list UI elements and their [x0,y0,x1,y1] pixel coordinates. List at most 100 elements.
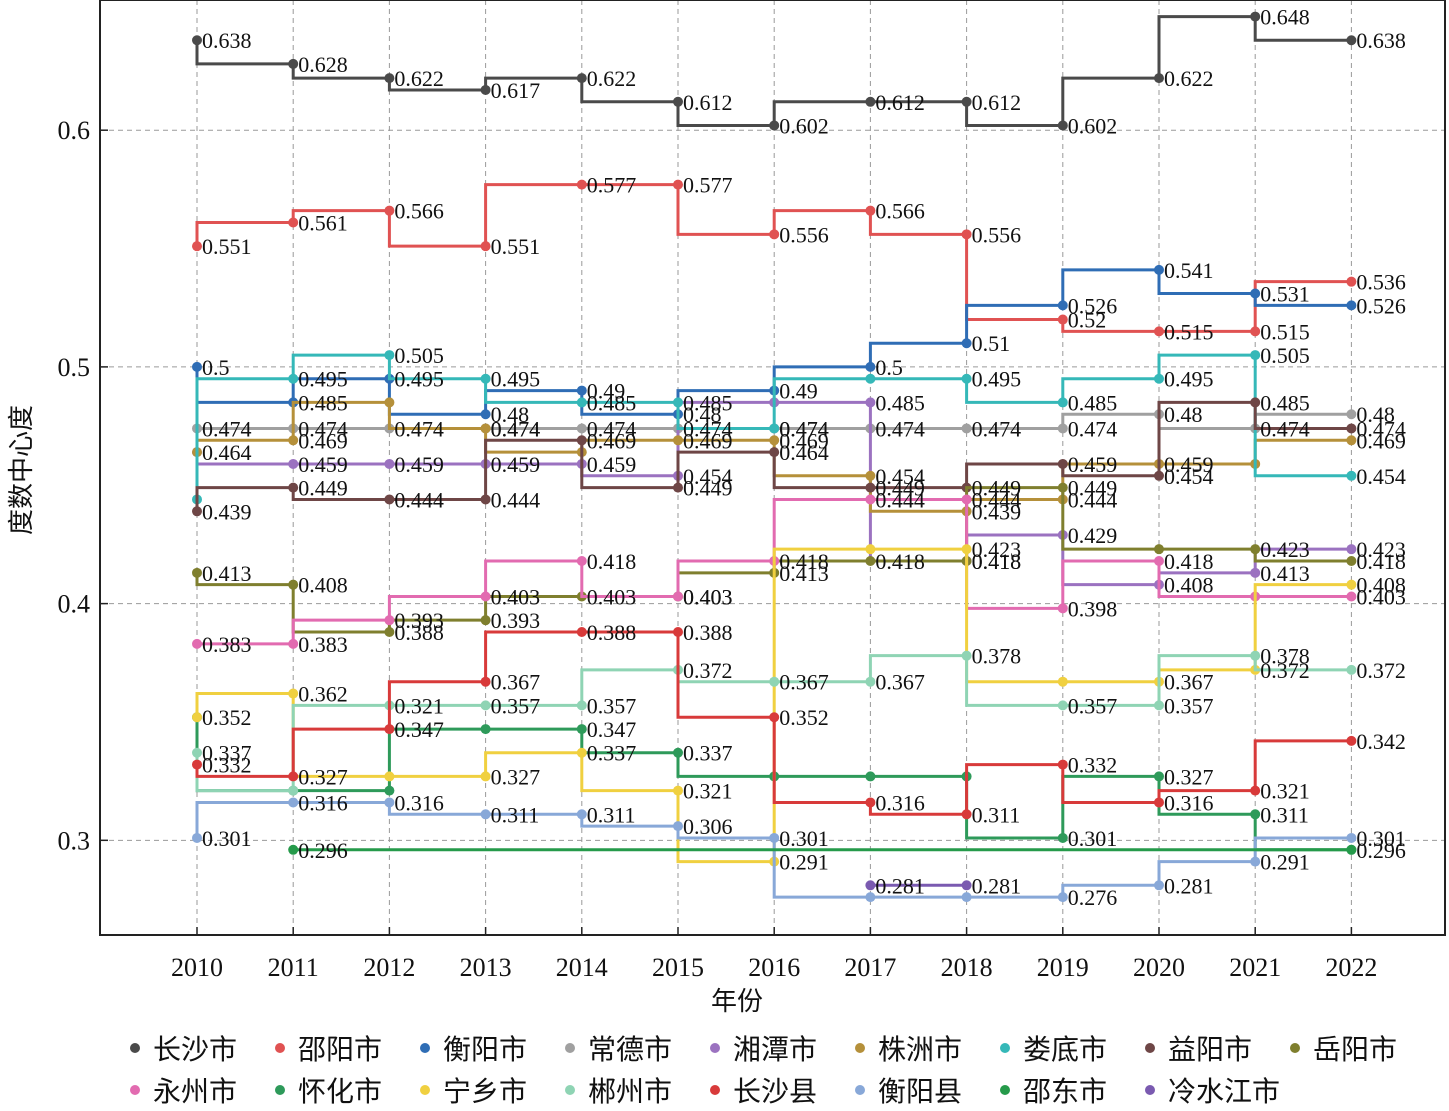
legend-marker [130,1043,140,1053]
data-label: 0.638 [1356,28,1406,53]
y-axis-title: 度数中心度 [7,405,37,535]
data-point [192,759,202,770]
data-label: 0.617 [491,78,540,103]
data-label: 0.577 [683,173,733,198]
data-point [576,73,587,84]
data-point [576,179,587,190]
data-label: 0.449 [298,476,348,501]
data-point [769,229,780,240]
data-label: 0.388 [587,620,637,645]
data-label: 0.352 [202,705,252,730]
data-label: 0.459 [1068,452,1118,477]
data-point [1250,11,1261,22]
data-label: 0.526 [1068,293,1118,318]
legend-label: 衡阳市 [443,1033,527,1066]
data-label: 0.485 [1260,390,1310,415]
data-point [576,556,587,566]
data-label: 0.332 [1068,753,1118,778]
data-label: 0.561 [298,211,348,236]
data-label: 0.311 [491,802,540,827]
data-point [384,797,395,808]
data-label: 0.429 [1068,523,1118,548]
data-point [576,747,587,758]
data-point [865,556,876,566]
x-tick-label: 2021 [1229,953,1281,982]
data-label: 0.474 [1356,416,1406,441]
data-point [673,591,683,602]
data-point [961,544,972,555]
x-tick-label: 2013 [460,953,512,982]
legend-marker [1145,1043,1155,1053]
data-label: 0.383 [202,632,252,657]
data-label: 0.469 [779,428,829,453]
data-point [288,373,299,384]
data-point [480,591,491,602]
data-label: 0.505 [394,343,444,368]
data-label: 0.474 [491,416,540,441]
data-label: 0.474 [779,416,829,441]
data-point [576,809,587,820]
data-point [961,423,972,434]
x-tick-label: 2011 [268,953,319,982]
data-point [1346,470,1357,481]
legend-marker [420,1085,430,1095]
data-point [865,397,876,408]
data-label: 0.347 [394,717,444,742]
data-point [1057,482,1068,493]
data-point [673,627,683,638]
data-label: 0.408 [1164,573,1214,598]
data-point [865,361,876,372]
data-point [865,676,876,687]
data-point [384,785,395,796]
data-point [961,880,972,891]
data-label: 0.337 [587,741,637,766]
legend-label: 株洲市 [878,1033,962,1066]
legend-marker [710,1043,720,1053]
data-point [192,35,202,46]
y-tick-label: 0.4 [58,590,91,619]
data-point [1346,35,1357,46]
data-labels: 0.638 0.628 0.622 0.617 0.622 0.612 0.602 0.612… [202,5,1406,911]
y-tick-label: 0.6 [58,116,91,145]
data-point [288,638,299,649]
x-tick-label: 2015 [652,953,704,982]
data-point [192,638,202,649]
data-point [673,482,683,493]
data-point [1154,73,1164,84]
data-label: 0.423 [972,537,1022,562]
data-label: 0.423 [1356,537,1406,562]
data-label: 0.372 [1260,658,1310,683]
legend-marker [1000,1085,1010,1095]
data-point [1346,664,1357,675]
x-tick-label: 2020 [1133,953,1185,982]
data-point [288,579,299,590]
data-point [576,724,587,735]
data-label: 0.469 [298,428,348,453]
data-label: 0.347 [587,717,637,742]
data-point [384,73,395,84]
data-point [865,482,876,493]
data-label: 0.622 [394,66,444,91]
data-point [1250,650,1261,661]
data-point [384,205,395,216]
data-point [480,373,491,384]
data-point [1346,544,1357,555]
data-label: 0.5 [875,355,903,380]
data-label: 0.495 [972,367,1022,392]
data-label: 0.449 [972,476,1022,501]
x-tick-label: 2016 [748,953,800,982]
data-point [961,650,972,661]
data-point [480,724,491,735]
data-label: 0.367 [491,670,540,695]
data-label: 0.622 [587,66,637,91]
y-tick-label: 0.5 [58,353,91,382]
data-point [1057,314,1068,325]
series-line [197,497,1352,646]
data-label: 0.311 [587,802,636,827]
data-label: 0.357 [587,693,637,718]
data-point [288,482,299,493]
legend-marker [420,1043,430,1053]
data-label: 0.474 [491,416,540,441]
data-label: 0.367 [1164,670,1214,695]
legend-marker [855,1085,865,1095]
